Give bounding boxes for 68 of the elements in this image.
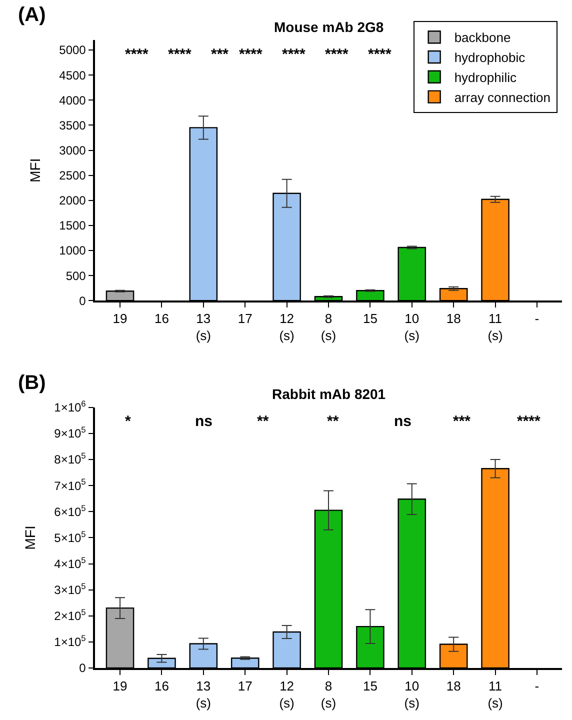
y-tick-label: 1000 bbox=[59, 244, 86, 258]
text: (A) bbox=[18, 4, 46, 26]
x-tick-label: 10 (s) bbox=[404, 310, 420, 343]
y-axis-title: MFI bbox=[27, 158, 44, 182]
chart-title: Rabbit mAb 8201 bbox=[272, 386, 386, 402]
annotation: **** bbox=[517, 413, 541, 430]
x-tick-label: - bbox=[534, 310, 540, 326]
y-tick-label: 4500 bbox=[59, 68, 86, 82]
y-tick-label: 1×10$^{6}$ bbox=[54, 398, 86, 415]
x-tick-label: 11 (s) bbox=[488, 678, 503, 710]
x-tick-label: 13 (s) bbox=[196, 310, 211, 343]
y-tick-label: 2000 bbox=[59, 194, 86, 208]
annotation: **** bbox=[282, 46, 306, 63]
x-tick-label: - bbox=[534, 678, 540, 694]
x-tick-label: 19 bbox=[112, 310, 128, 326]
text: (B) bbox=[18, 372, 46, 394]
y-axis-title: MFI bbox=[22, 526, 38, 550]
y-tick-label: 4×10$^{5}$ bbox=[54, 554, 86, 571]
annotation: *** bbox=[211, 46, 229, 63]
x-tick-label: 18 bbox=[446, 310, 461, 326]
legend-label: array connection bbox=[454, 90, 550, 105]
y-tick-label: 5000 bbox=[59, 43, 86, 58]
y-tick-label: 2×10$^{5}$ bbox=[54, 607, 86, 624]
y-tick-label: 3000 bbox=[59, 143, 86, 158]
x-tick-label: 11 (s) bbox=[488, 310, 503, 343]
y-tick-label: 3×10$^{5}$ bbox=[54, 580, 86, 598]
legend-label: hydrophilic bbox=[454, 70, 517, 85]
y-tick-label: 9×10$^{5}$ bbox=[54, 424, 86, 441]
y-tick-label: 8×10$^{5}$ bbox=[54, 450, 86, 467]
x-tick-label: 17 bbox=[238, 310, 252, 326]
y-tick-label: 0 bbox=[79, 661, 86, 676]
legend-label: hydrophobic bbox=[454, 50, 526, 66]
x-tick-label: 15 bbox=[362, 678, 378, 694]
y-tick-label: 500 bbox=[66, 268, 86, 283]
y-tick-label: 1500 bbox=[59, 218, 86, 233]
x-tick-label: 17 bbox=[238, 678, 252, 694]
annotation: ns bbox=[394, 413, 412, 430]
x-tick-label: 13 (s) bbox=[196, 678, 211, 710]
annotation: **** bbox=[239, 46, 263, 63]
annotation: **** bbox=[368, 46, 392, 63]
x-tick-label: 8 (s) bbox=[320, 310, 336, 343]
x-tick-label: 18 bbox=[446, 678, 461, 694]
x-tick-label: 15 bbox=[362, 310, 378, 326]
x-tick-label: 16 bbox=[154, 310, 169, 326]
legend-label: backbone bbox=[454, 30, 511, 46]
annotation: *** bbox=[453, 413, 471, 430]
y-tick-label: 3500 bbox=[59, 118, 86, 132]
y-tick-label: 2500 bbox=[59, 168, 86, 183]
annotation: **** bbox=[325, 46, 349, 63]
annotation: **** bbox=[125, 46, 149, 63]
annotation: * bbox=[125, 413, 131, 430]
y-tick-label: 5×10$^{5}$ bbox=[54, 528, 86, 545]
y-tick-label: 6×10$^{5}$ bbox=[54, 502, 86, 519]
x-tick-label: 16 bbox=[154, 678, 169, 694]
annotation: **** bbox=[168, 46, 192, 63]
x-tick-label: 19 bbox=[112, 678, 128, 694]
x-tick-label: 12 (s) bbox=[279, 678, 294, 710]
chart-title: Mouse mAb 2G8 bbox=[274, 19, 384, 35]
x-tick-label: 8 (s) bbox=[320, 678, 336, 710]
y-tick-label: 7×10$^{5}$ bbox=[54, 476, 86, 493]
x-tick-label: 12 (s) bbox=[279, 310, 294, 343]
annotation: ns bbox=[195, 413, 213, 430]
y-tick-label: 4000 bbox=[59, 93, 86, 108]
y-tick-label: 1×10$^{5}$ bbox=[54, 633, 86, 650]
x-tick-label: 10 (s) bbox=[404, 678, 420, 710]
y-tick-label: 0 bbox=[79, 294, 86, 308]
annotation: ** bbox=[257, 413, 269, 430]
annotation: ** bbox=[327, 413, 339, 430]
